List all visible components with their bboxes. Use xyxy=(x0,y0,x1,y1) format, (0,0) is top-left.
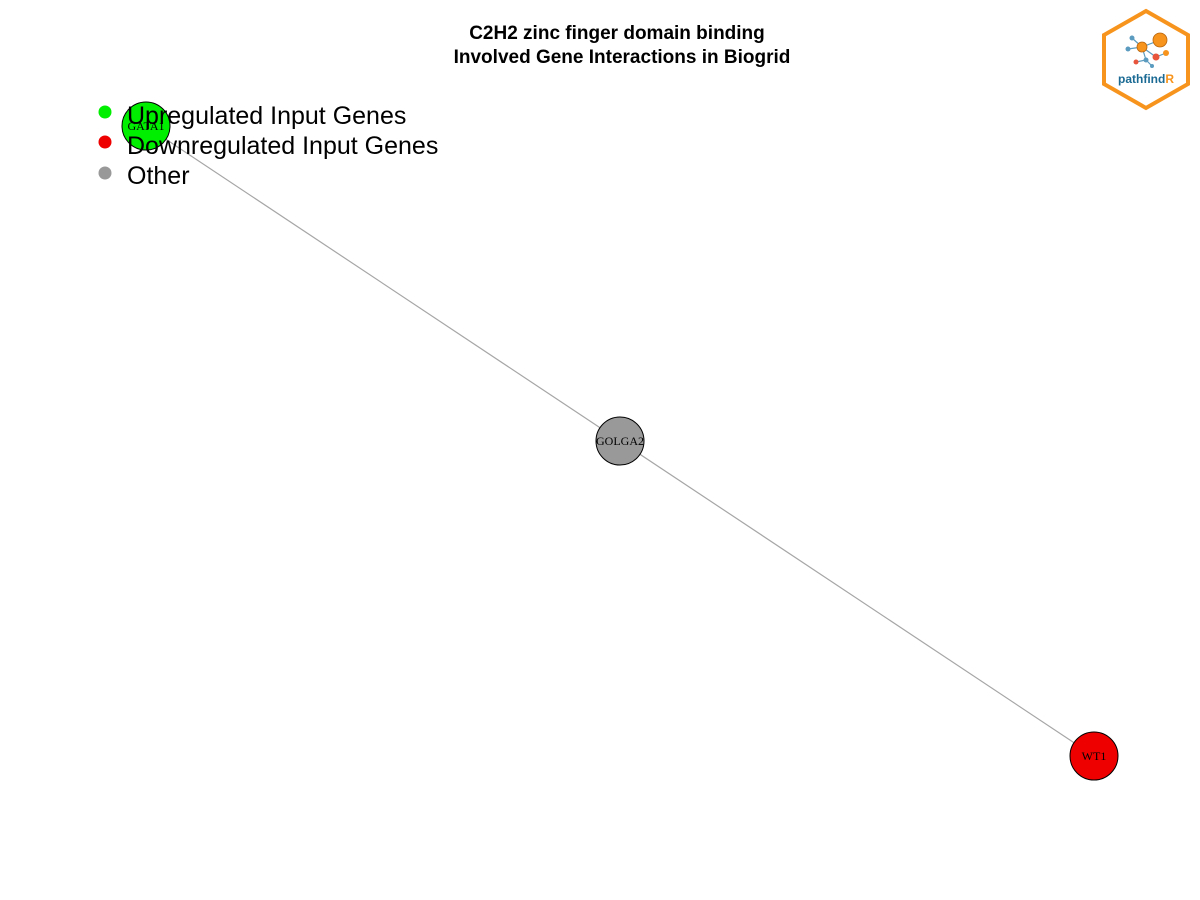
node-gata1-label: GATA1 xyxy=(127,119,164,133)
chart-title: C2H2 zinc finger domain binding Involved… xyxy=(454,23,791,68)
node-gata1-circle xyxy=(121,101,171,151)
logo-text-main: pathfind xyxy=(1118,72,1165,86)
logo-wordmark: pathfindR xyxy=(1118,72,1174,86)
legend-label-other: Other xyxy=(127,162,190,190)
edges-layer xyxy=(145,125,1095,757)
node-wt1-label: WT1 xyxy=(1082,749,1107,763)
legend-label-upregulated: Upregulated Input Genes xyxy=(127,102,406,130)
network-icon xyxy=(1125,32,1169,68)
node-golga2-label: GOLGA2 xyxy=(596,434,644,448)
edge-golga2-wt1 xyxy=(619,440,1095,757)
title-line-2: Involved Gene Interactions in Biogrid xyxy=(454,47,791,68)
edge-gata1-golga2 xyxy=(145,125,621,442)
node-wt1[interactable]: WT1 xyxy=(1069,731,1119,781)
title-line-1: C2H2 zinc finger domain binding xyxy=(469,23,765,44)
node-golga2[interactable]: GOLGA2 xyxy=(595,416,645,466)
legend-label-downregulated: Downregulated Input Genes xyxy=(127,132,438,160)
legend: Upregulated Input Genes Downregulated In… xyxy=(98,102,438,190)
node-wt1-circle xyxy=(1069,731,1119,781)
pathfindr-logo: pathfindR xyxy=(1102,8,1190,111)
legend-dot-other xyxy=(98,166,112,180)
legend-dot-upregulated xyxy=(98,105,112,119)
legend-item-downregulated: Downregulated Input Genes xyxy=(98,132,438,160)
node-golga2-circle xyxy=(595,416,645,466)
legend-dot-downregulated xyxy=(98,135,112,149)
legend-item-other: Other xyxy=(98,162,190,190)
logo-text-accent: R xyxy=(1165,72,1174,86)
legend-item-upregulated: Upregulated Input Genes xyxy=(98,102,406,130)
node-gata1[interactable]: GATA1 xyxy=(121,101,171,151)
